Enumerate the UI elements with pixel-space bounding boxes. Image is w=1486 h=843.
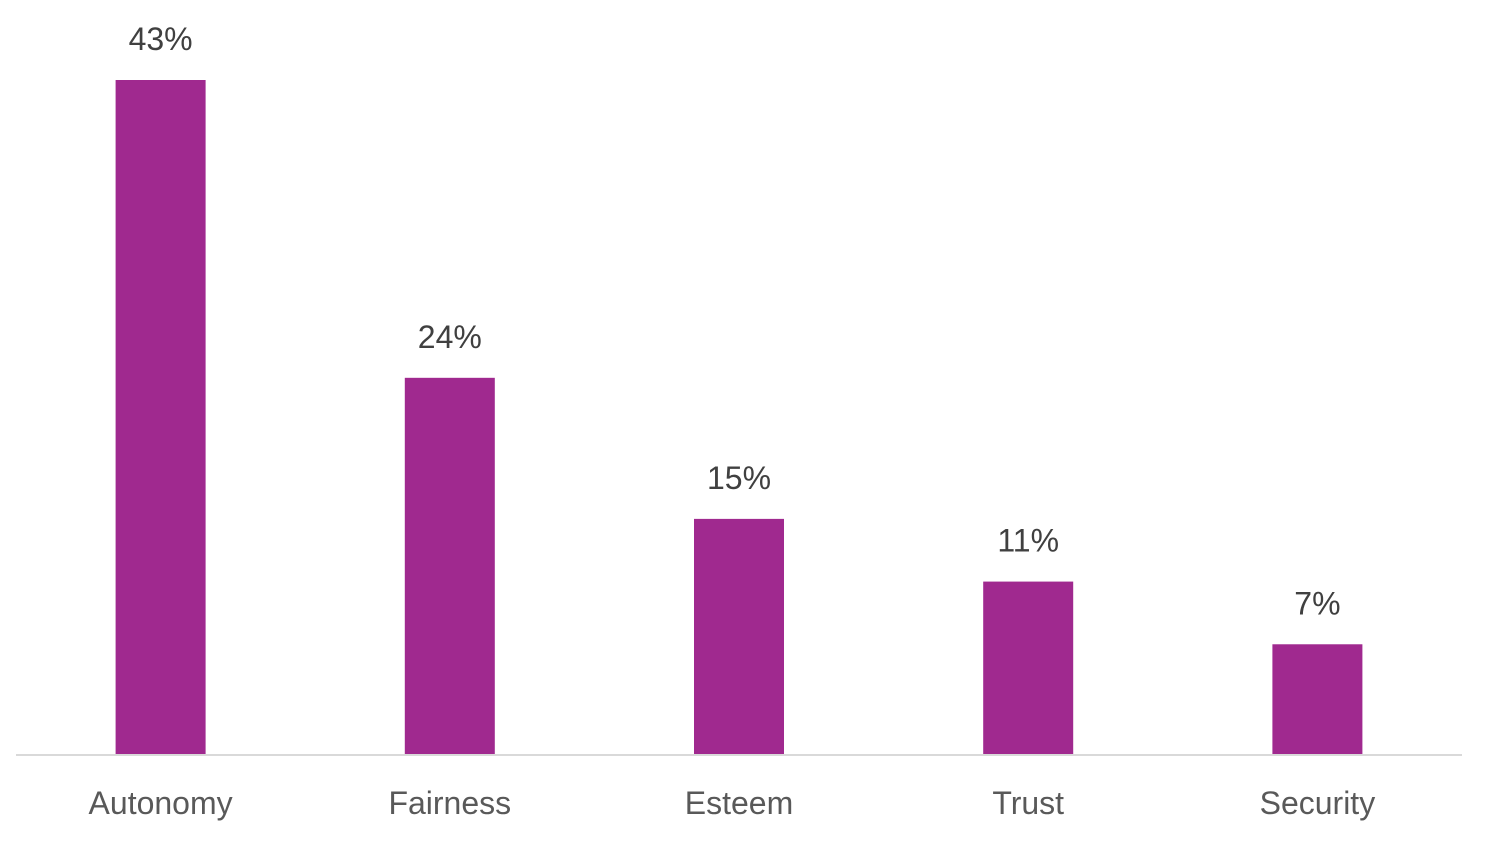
data-label-autonomy: 43% xyxy=(129,21,193,57)
bar-autonomy xyxy=(115,80,206,754)
bar-fairness xyxy=(404,377,495,754)
category-labels-group: Autonomy Fairness Esteem Trust Security xyxy=(89,785,1376,821)
bar-esteem xyxy=(694,518,784,754)
bar-trust xyxy=(983,581,1074,754)
value-labels-group: 43% 24% 15% 11% 7% xyxy=(129,21,1341,621)
bars-group xyxy=(115,80,1363,754)
category-label-esteem: Esteem xyxy=(685,785,793,821)
category-label-fairness: Fairness xyxy=(388,785,511,821)
bar-security xyxy=(1272,644,1363,754)
category-label-security: Security xyxy=(1260,785,1376,821)
data-label-security: 7% xyxy=(1294,585,1340,621)
category-label-autonomy: Autonomy xyxy=(89,785,233,821)
category-label-trust: Trust xyxy=(992,785,1064,821)
data-label-fairness: 24% xyxy=(418,319,482,355)
data-label-esteem: 15% xyxy=(707,460,771,496)
data-label-trust: 11% xyxy=(997,523,1059,559)
